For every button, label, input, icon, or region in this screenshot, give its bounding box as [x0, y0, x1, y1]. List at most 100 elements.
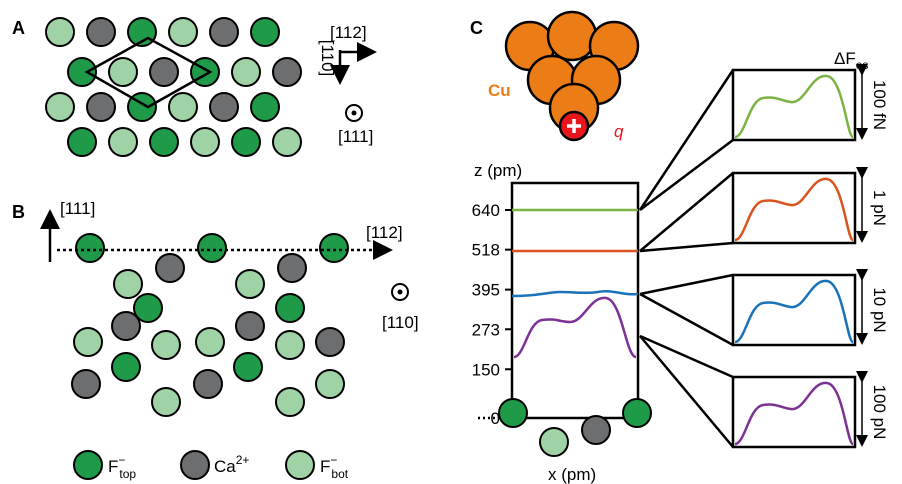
atom — [582, 416, 610, 444]
atom — [251, 18, 279, 46]
atom — [191, 58, 219, 86]
atom — [198, 234, 226, 262]
atom — [68, 128, 96, 156]
z-tick-label: 395 — [472, 281, 500, 300]
atom — [210, 93, 238, 121]
atom — [276, 294, 304, 322]
direction-label: [112] — [366, 223, 403, 242]
atom — [112, 353, 140, 381]
atom — [234, 353, 262, 381]
z-tick-label: 273 — [472, 320, 500, 339]
atom — [499, 399, 527, 427]
direction-label: [111] — [60, 199, 95, 218]
atom — [316, 370, 344, 398]
atom — [74, 328, 102, 356]
atom — [232, 58, 260, 86]
direction-label: [111] — [338, 127, 373, 146]
scale-label: 100 pN — [870, 385, 889, 440]
panel-label: C — [470, 18, 483, 38]
axis-label: z (pm) — [474, 161, 522, 180]
atom — [46, 18, 74, 46]
legend-entry: F−bot — [320, 453, 349, 481]
legend-sub: top — [119, 467, 136, 481]
atom — [68, 58, 96, 86]
atom — [87, 18, 115, 46]
atom — [109, 128, 137, 156]
atom — [316, 328, 344, 356]
legend-entry: F−top — [108, 453, 136, 481]
z-axis-box — [512, 183, 638, 418]
atom — [46, 93, 74, 121]
force-label: ΔFes — [834, 49, 868, 72]
force-profile — [735, 76, 853, 137]
legend-swatch — [74, 451, 102, 479]
level-line — [512, 291, 638, 296]
force-sub: es — [856, 58, 869, 72]
atom — [320, 234, 348, 262]
z-tick-label: 150 — [472, 360, 500, 379]
atom — [156, 254, 184, 282]
atom — [210, 18, 238, 46]
zoom-line — [640, 173, 733, 251]
legend-sub: bot — [331, 467, 348, 481]
atom — [236, 312, 264, 340]
z-tick-label: 518 — [472, 241, 500, 260]
atom — [87, 93, 115, 121]
atom — [152, 331, 180, 359]
legend-swatch — [286, 451, 314, 479]
zoom-line — [640, 336, 733, 447]
force-text: ΔF — [834, 49, 856, 68]
legend-text: F — [108, 457, 118, 476]
legend-sup: − — [330, 453, 337, 467]
zoom-box — [733, 275, 855, 345]
atom — [196, 328, 224, 356]
legend-sup: 2+ — [236, 453, 250, 467]
legend-text: Ca — [214, 457, 236, 476]
atom — [76, 234, 104, 262]
atom — [251, 93, 279, 121]
atom — [191, 128, 219, 156]
scale-label: 1 pN — [870, 190, 889, 226]
atom — [150, 58, 178, 86]
atom — [623, 399, 651, 427]
out-of-plane-dot — [398, 290, 403, 295]
atom — [72, 370, 100, 398]
tip-label: Cu — [488, 81, 511, 100]
legend-entry: Ca2+ — [214, 453, 249, 476]
atom — [169, 93, 197, 121]
scale-label: 10 pN — [870, 287, 889, 332]
zoom-box — [733, 377, 855, 447]
panel-label: A — [12, 18, 25, 38]
atom — [273, 128, 301, 156]
force-profile — [735, 179, 853, 240]
force-profile — [735, 281, 853, 342]
lattice-b — [72, 234, 348, 416]
atom — [150, 128, 178, 156]
atom — [273, 58, 301, 86]
force-profile — [735, 383, 853, 444]
atom — [109, 58, 137, 86]
legend-text: F — [320, 457, 330, 476]
atom — [540, 428, 568, 456]
scale-label: 100 fN — [870, 80, 889, 130]
atom — [276, 331, 304, 359]
atom — [152, 388, 180, 416]
axis-label: x (pm) — [548, 465, 596, 484]
legend-swatch — [181, 451, 209, 479]
panel-label: B — [12, 202, 25, 222]
atom — [232, 128, 260, 156]
atom — [236, 270, 264, 298]
lattice-a — [46, 18, 301, 156]
zoom-line — [640, 275, 733, 345]
zoom-box — [733, 173, 855, 243]
out-of-plane-dot — [352, 111, 357, 116]
profile-line — [514, 298, 636, 357]
zoom-box — [733, 70, 855, 140]
atom — [278, 254, 306, 282]
atom — [276, 388, 304, 416]
z-tick-label: 640 — [472, 201, 500, 220]
direction-label: [110] — [318, 40, 337, 77]
atom — [194, 370, 222, 398]
atom — [114, 270, 142, 298]
